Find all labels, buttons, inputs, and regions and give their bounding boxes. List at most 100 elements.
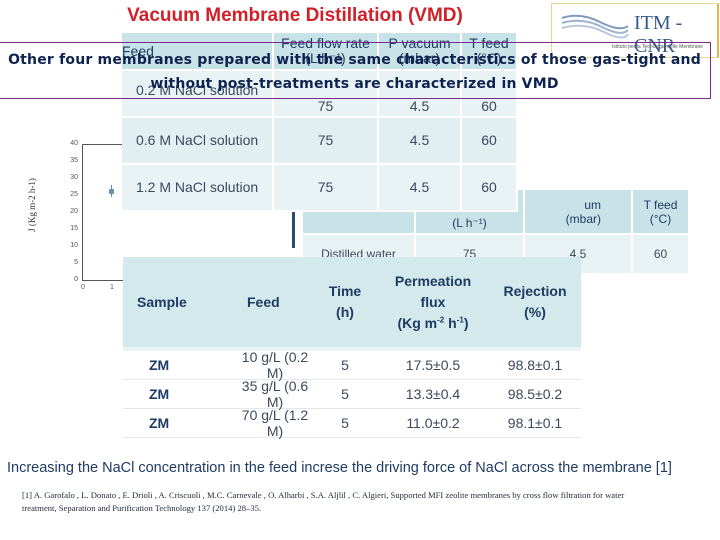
cell-tfeed: 60 — [633, 235, 690, 275]
table-header-row: Feed Feed flow rate (L h⁻¹) P vacuum (mb… — [122, 33, 518, 71]
header-flow-rate-unit: (L h⁻¹) — [305, 50, 346, 66]
cell-feed: 70 g/L (1.2 M) — [241, 407, 309, 439]
cell-flux: 17.5±0.5 — [405, 357, 461, 373]
table-row: 0.6 M NaCl solution 75 4.5 60 — [122, 118, 518, 165]
cell-flow: 75 — [274, 165, 379, 212]
logo-subtitle: Istituto per la Tecnologia delle Membran… — [612, 44, 704, 50]
cell-feed: 10 g/L (0.2 M) — [241, 349, 309, 381]
header-p-vacuum-label: P vacuum — [388, 35, 451, 51]
itm-cnr-logo: ITM - CNR Istituto per la Tecnologia del… — [551, 3, 719, 58]
flux-chart: J (Kg m-2 h-1) 40 35 30 25 20 15 10 5 0 … — [0, 120, 125, 300]
unit-part: (Kg m — [397, 314, 438, 331]
header-rejection: Rejection (%) — [489, 257, 581, 347]
unit-part: h — [444, 314, 457, 331]
header-t-feed: T feed (°C) — [462, 33, 518, 71]
header-rejection-label: Rejection — [503, 283, 567, 299]
table-row: ZM 70 g/L (1.2 M) 5 11.0±0.2 98.1±0.1 — [123, 407, 581, 439]
header-flow-rate-label: Feed flow rate — [281, 35, 370, 51]
cell-pvac: 4.5 — [379, 165, 462, 212]
header-p-vacuum-label: um — [584, 197, 601, 212]
wave-lines-icon — [561, 14, 629, 39]
data-point — [109, 189, 114, 194]
header-flux-label: Permeation — [394, 272, 472, 289]
logo-brand: ITM - CNR — [634, 12, 683, 57]
cell-flow: 75 — [274, 118, 379, 165]
cell-sample: ZM — [149, 357, 170, 373]
header-sample: Sample — [137, 293, 187, 310]
chart-y-label: J (Kg m-2 h-1) — [27, 178, 37, 232]
header-feed: Feed — [247, 293, 280, 310]
conclusion-text: Increasing the NaCl concentration in the… — [7, 460, 672, 476]
unit-sup: -2 — [437, 314, 445, 324]
y-tick: 30 — [70, 174, 78, 181]
callout-line-2: without post-treatments are characterize… — [150, 76, 559, 92]
reference-line-2: treatment, Separation and Purification T… — [22, 503, 262, 513]
cell-feed: 35 g/L (0.6 M) — [241, 378, 309, 410]
header-time-unit: (h) — [336, 304, 354, 320]
table-row: ZM 10 g/L (0.2 M) 5 17.5±0.5 98.8±0.1 — [123, 349, 581, 381]
feed-conditions-table: Feed Feed flow rate (L h⁻¹) P vacuum (mb… — [122, 33, 518, 212]
header-flux: Permeation flux (Kg m-2 h-1) — [377, 257, 489, 347]
reference-line-1: [1] A. Garofalo , L. Donato , E. Drioli … — [22, 490, 625, 500]
y-tick: 0 — [74, 276, 78, 283]
unit-sup: -1 — [456, 314, 464, 324]
cell-pvac: 4.5 — [379, 71, 462, 118]
header-flux-unit: (Kg m-2 h-1) — [397, 313, 468, 334]
cell-flow: 75 — [274, 71, 379, 118]
cell-time: 5 — [341, 415, 349, 431]
cell-time: 5 — [341, 386, 349, 402]
accent-bar — [292, 190, 295, 248]
callout-line-1: Other four membranes prepared with the s… — [8, 52, 701, 68]
cell-sample: ZM — [149, 415, 170, 431]
cell-feed: 0.2 M NaCl solution — [122, 71, 274, 118]
y-tick: 20 — [70, 208, 78, 215]
cell-rejection: 98.1±0.1 — [507, 415, 563, 431]
header-flow-rate: Feed flow rate (L h⁻¹) — [274, 33, 379, 71]
cell-rejection: 98.5±0.2 — [507, 386, 563, 402]
y-tick: 15 — [70, 225, 78, 232]
x-tick: 0 — [81, 284, 85, 291]
reference-citation: [1] A. Garofalo , L. Donato , E. Drioli … — [22, 489, 720, 515]
unit-part: ) — [463, 314, 469, 331]
cell-tfeed: 60 — [462, 118, 518, 165]
header-rejection-unit: (%) — [524, 304, 546, 320]
header-feed: Feed — [122, 33, 274, 71]
chart-top-border — [82, 144, 125, 145]
header-t-feed-unit: (°C) — [476, 50, 502, 66]
cell-feed: 1.2 M NaCl solution — [122, 165, 274, 212]
cell-feed: 0.6 M NaCl solution — [122, 118, 274, 165]
header-t-feed: T feed (°C) — [633, 190, 690, 235]
header-t-feed-label: T feed — [469, 35, 509, 51]
table-row: 1.2 M NaCl solution 75 4.5 60 — [122, 165, 518, 212]
y-tick: 40 — [70, 140, 78, 147]
header-divider — [123, 347, 581, 351]
table-header-row: Sample Feed Time (h) Permeation flux (Kg… — [123, 257, 581, 347]
cell-tfeed: 60 — [462, 165, 518, 212]
results-table: Sample Feed Time (h) Permeation flux (Kg… — [123, 257, 581, 439]
chart-x-axis — [82, 280, 125, 281]
header-p-vacuum-unit: (mbar) — [398, 50, 441, 66]
y-tick: 5 — [74, 259, 78, 266]
y-tick: 25 — [70, 191, 78, 198]
cell-flux: 13.3±0.4 — [405, 386, 461, 402]
header-time-label: Time — [328, 283, 362, 299]
header-t-feed-unit: (°C) — [649, 211, 672, 226]
table-row: 0.2 M NaCl solution 75 4.5 60 — [122, 71, 518, 118]
table-row: ZM 35 g/L (0.6 M) 5 13.3±0.4 98.5±0.2 — [123, 378, 581, 410]
y-tick: 35 — [70, 157, 78, 164]
cell-tfeed: 60 — [462, 71, 518, 118]
y-tick: 10 — [70, 242, 78, 249]
header-flux-label2: flux — [420, 293, 446, 310]
cell-sample: ZM — [149, 386, 170, 402]
x-tick: 1 — [110, 284, 114, 291]
slide-title: Vacuum Membrane Distillation (VMD) — [127, 5, 463, 26]
callout-box: Other four membranes prepared with the s… — [0, 42, 711, 99]
header-time: Time (h) — [313, 257, 377, 347]
header-p-vacuum: um (mbar) — [525, 190, 633, 235]
cell-pvac: 4.5 — [379, 118, 462, 165]
chart-y-axis — [82, 144, 83, 281]
cell-flux: 11.0±0.2 — [406, 415, 460, 431]
header-t-feed-label: T feed — [643, 197, 678, 212]
header-p-vacuum: P vacuum (mbar) — [379, 33, 462, 71]
cell-time: 5 — [341, 357, 349, 373]
